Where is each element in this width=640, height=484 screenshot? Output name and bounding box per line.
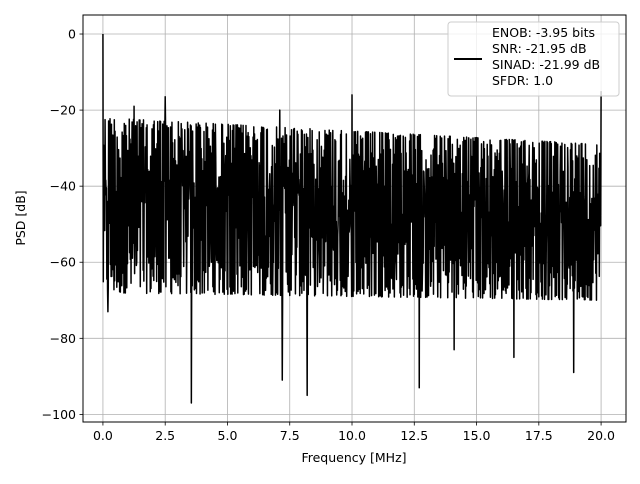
y-tick-label: 0 (68, 27, 76, 42)
x-tick-label: 15.0 (463, 428, 491, 443)
x-tick-label: 0.0 (93, 428, 113, 443)
legend-entry-line: SNR: -21.95 dB (492, 41, 587, 56)
x-tick-label: 2.5 (155, 428, 175, 443)
y-tick-label: −20 (50, 103, 76, 118)
legend-entry-line: SFDR: 1.0 (492, 73, 553, 88)
legend-entry-label: ENOB: -3.95 bits SNR: -21.95 dB SINAD: -21… (492, 25, 600, 88)
y-tick-label: −60 (50, 255, 76, 270)
psd-series-line (102, 34, 602, 404)
x-tick-label: 17.5 (525, 428, 553, 443)
x-tick-label: 7.5 (280, 428, 300, 443)
x-tick-label: 20.0 (587, 428, 615, 443)
plot-frame (82, 14, 627, 423)
x-tick-label: 10.0 (338, 428, 366, 443)
y-tick-label: −80 (50, 331, 76, 346)
x-axis-label: Frequency [MHz] (301, 450, 406, 465)
x-tick-label: 5.0 (218, 428, 238, 443)
ticks: 0.0 2.5 5.0 7.5 10.0 12.5 15.0 17.5 20.0 0 −20 −40 −… (42, 27, 615, 443)
legend: ENOB: -3.95 bits SNR: -21.95 dB SINAD: -21… (447, 21, 620, 97)
y-tick-label: −40 (50, 179, 76, 194)
legend-box (447, 21, 620, 97)
x-tick-label: 12.5 (400, 428, 428, 443)
legend-entry-line: ENOB: -3.95 bits (492, 25, 595, 40)
legend-entry-line: SINAD: -21.99 dB (492, 57, 600, 72)
y-tick-label: −100 (42, 407, 76, 422)
series-layer (102, 34, 602, 404)
y-axis-label: PSD [dB] (13, 190, 28, 245)
